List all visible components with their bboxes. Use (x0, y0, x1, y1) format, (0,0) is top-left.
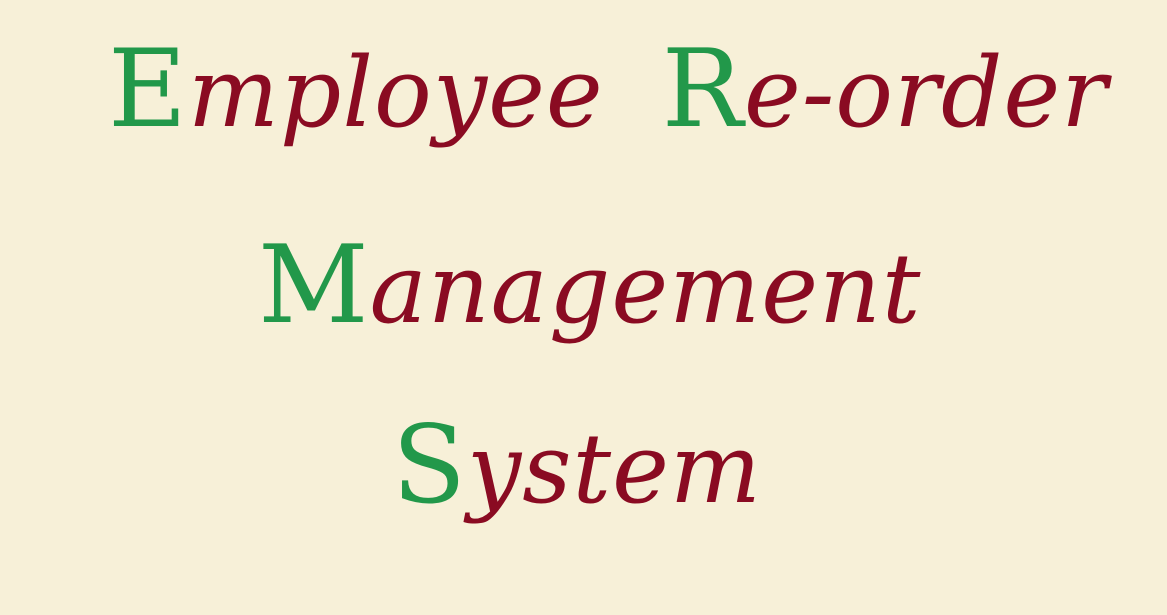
word-system: System (392, 412, 762, 520)
word-employee-rest: mployee (187, 37, 604, 149)
title-line-3: System (392, 412, 762, 520)
initial-s: S (392, 403, 467, 528)
word-re-order-rest: e-order (744, 37, 1109, 149)
word-management-rest: anagement (369, 233, 922, 345)
word-re-order: Re-order (662, 36, 1108, 144)
initial-m: M (258, 223, 370, 348)
word-employee: Employee (108, 36, 604, 144)
initial-e: E (108, 27, 188, 152)
word-system-rest: ystem (467, 413, 762, 525)
title-line-1: Employee Re-order (108, 36, 1108, 144)
initial-r: R (661, 27, 745, 152)
title-line-2: Management (258, 232, 921, 340)
word-management: Management (258, 232, 921, 340)
